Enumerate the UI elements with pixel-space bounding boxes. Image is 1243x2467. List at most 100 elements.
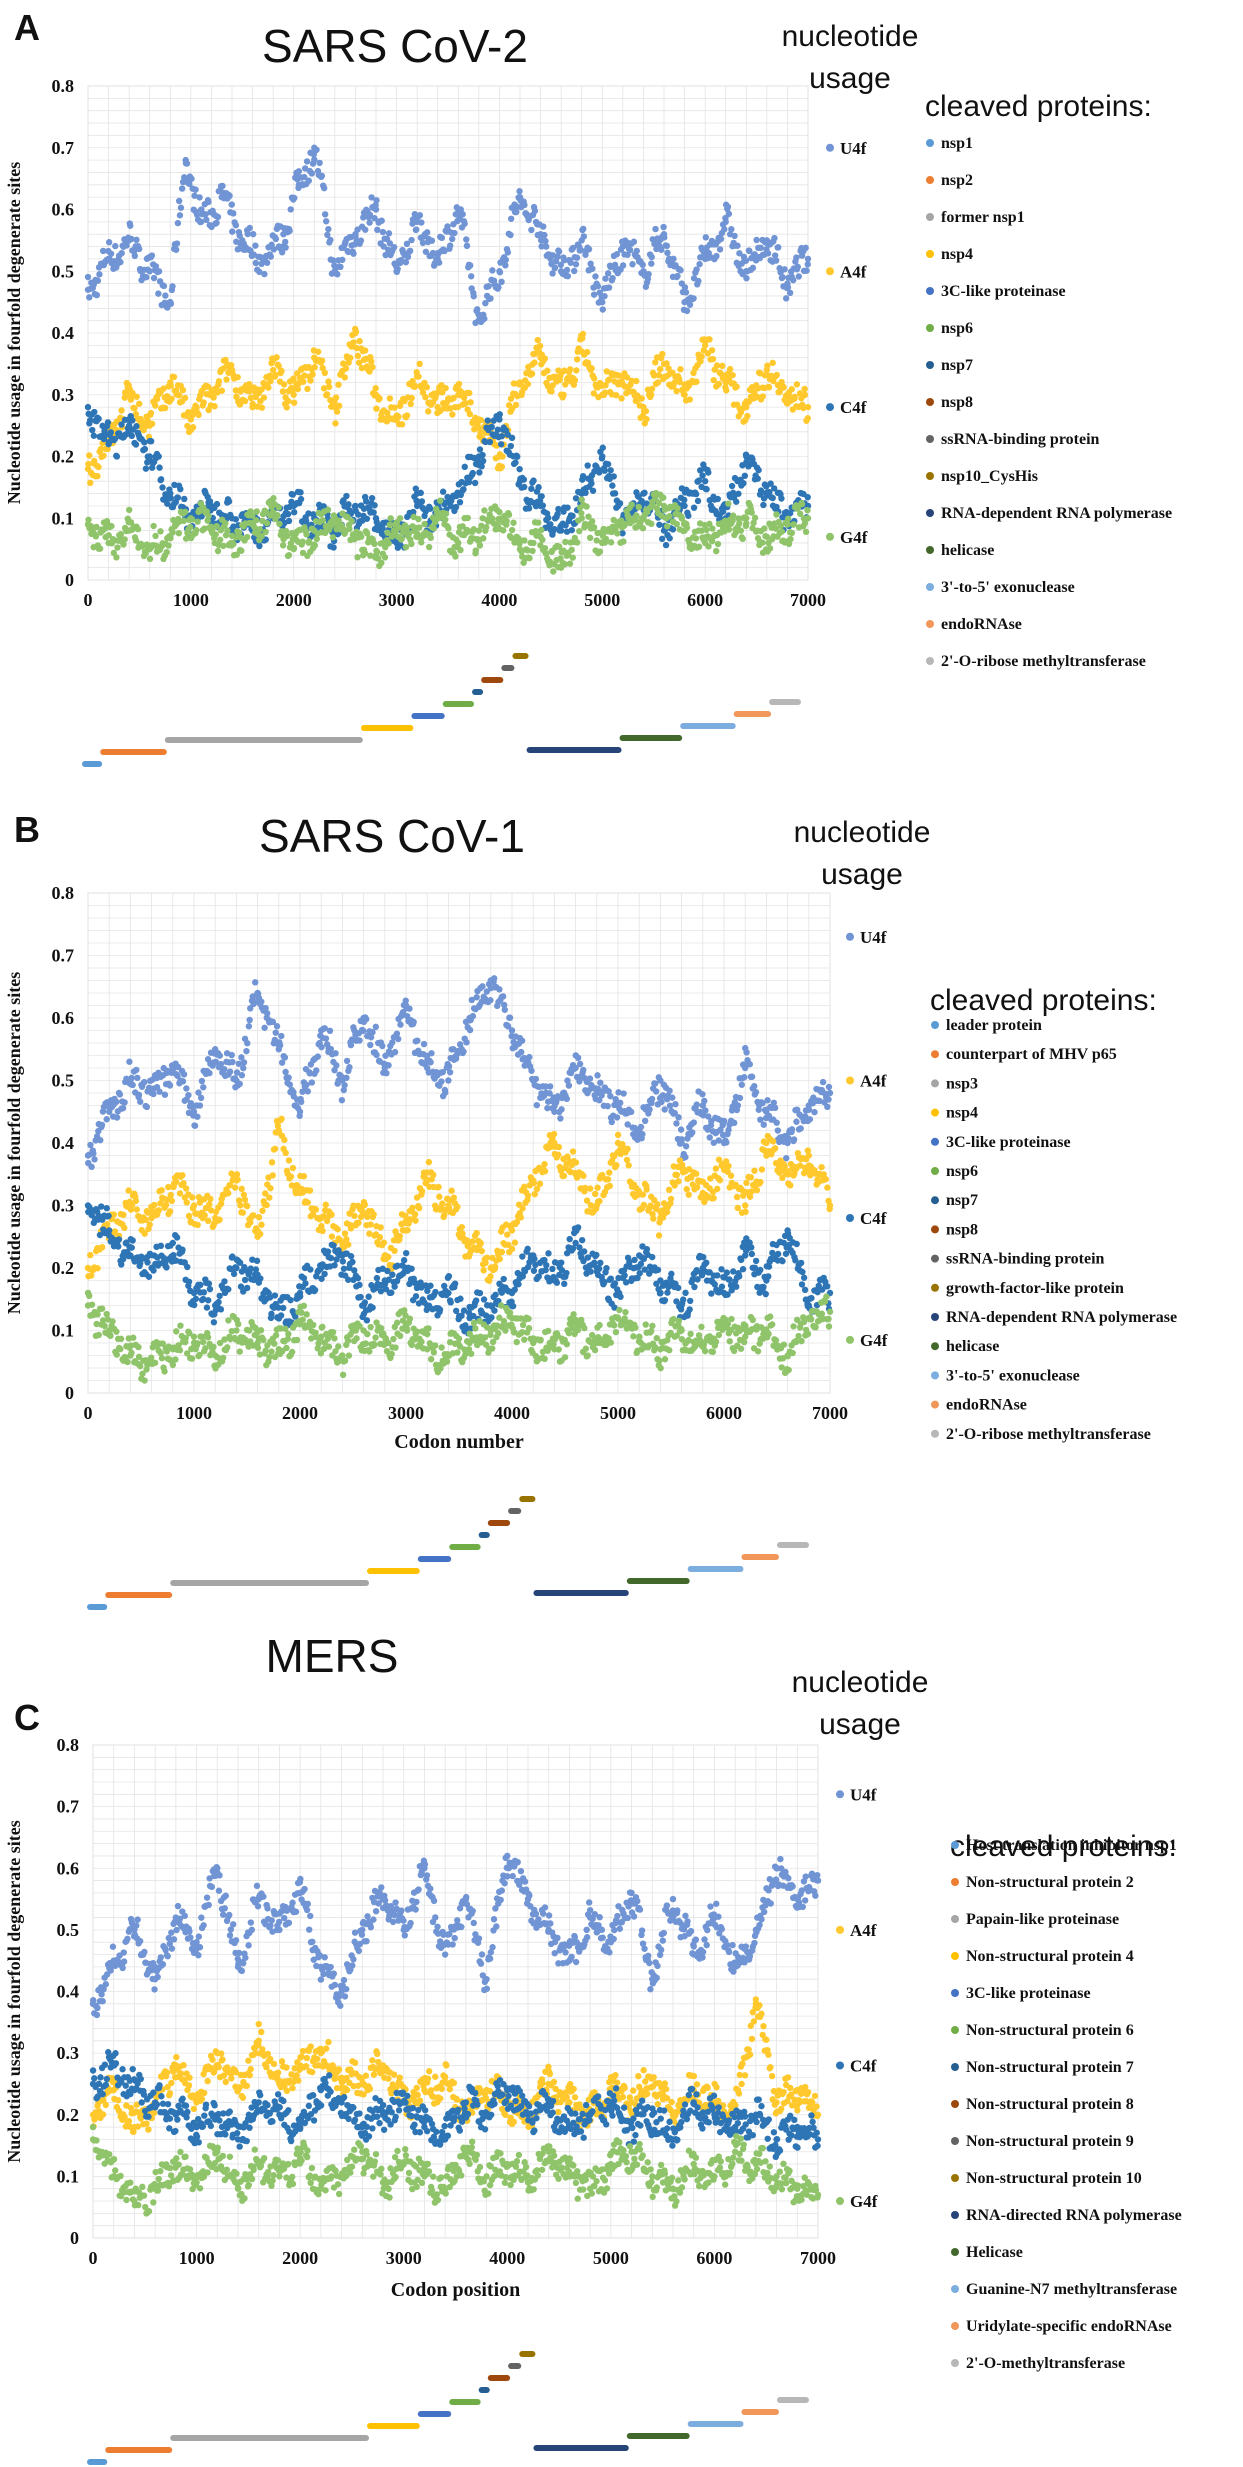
data-point	[542, 550, 550, 557]
data-point	[346, 525, 353, 533]
data-point	[422, 248, 430, 255]
data-point	[280, 381, 288, 388]
data-point	[652, 359, 659, 366]
data-point	[648, 520, 655, 528]
data-point	[167, 382, 174, 389]
data-point	[320, 385, 328, 392]
data-point	[219, 182, 226, 190]
data-point	[191, 1122, 199, 1129]
data-point	[167, 495, 175, 502]
data-point	[599, 306, 606, 313]
data-point	[391, 404, 398, 411]
data-point	[451, 229, 458, 237]
data-point	[719, 362, 726, 370]
data-point	[485, 283, 492, 290]
data-point	[236, 1080, 243, 1088]
data-point	[669, 1094, 676, 1101]
data-point	[285, 1157, 293, 1164]
data-point	[771, 1104, 779, 1112]
data-point	[352, 328, 360, 336]
data-point	[258, 998, 265, 1005]
data-point	[575, 345, 582, 352]
data-point	[416, 212, 424, 219]
data-point	[397, 1021, 404, 1028]
data-point	[442, 510, 450, 517]
data-point	[706, 336, 713, 343]
y-tick-label: 0.1	[52, 508, 75, 528]
data-point	[467, 262, 474, 269]
data-point	[549, 382, 556, 389]
data-point	[381, 554, 389, 561]
data-point	[258, 260, 265, 268]
data-point	[619, 530, 626, 537]
data-point	[586, 1185, 594, 1192]
data-point	[94, 277, 102, 284]
data-point	[480, 535, 487, 542]
data-point	[197, 1094, 205, 1102]
data-point	[232, 387, 240, 394]
data-point	[324, 231, 331, 239]
y-tick-label: 0.7	[52, 946, 75, 966]
usage-heading-line1: nucleotide	[794, 816, 931, 849]
data-point	[163, 548, 170, 556]
data-point	[637, 1123, 645, 1131]
data-point	[418, 219, 425, 226]
data-point	[510, 519, 517, 526]
y-axis-label: Nucleotide usage in fourfold degenerate …	[4, 162, 24, 504]
data-point	[275, 362, 282, 370]
data-point	[421, 520, 428, 528]
data-point	[245, 1023, 253, 1030]
data-point	[652, 225, 659, 233]
data-point	[264, 1010, 271, 1017]
data-point	[328, 1233, 336, 1240]
data-point	[395, 1035, 402, 1043]
data-point	[271, 1145, 279, 1152]
data-point	[548, 388, 555, 395]
data-point	[741, 514, 748, 521]
data-point	[508, 526, 516, 534]
chart-title: SARS CoV-2	[262, 20, 528, 72]
data-point	[321, 1270, 328, 1278]
data-point	[115, 1243, 122, 1250]
data-point	[528, 485, 535, 492]
data-point	[128, 235, 135, 243]
data-point	[195, 411, 202, 419]
data-point	[206, 1285, 214, 1293]
protein-marker	[926, 139, 934, 147]
data-point	[736, 250, 743, 257]
data-point	[491, 975, 498, 982]
data-point	[587, 260, 594, 267]
data-point	[238, 1185, 245, 1193]
data-point	[181, 508, 189, 516]
data-point	[487, 1273, 494, 1280]
data-point	[658, 535, 666, 543]
data-point	[489, 267, 496, 274]
data-point	[721, 226, 728, 233]
data-point	[733, 1193, 741, 1201]
data-point	[503, 517, 510, 525]
protein-legend-item: nsp10_CysHis	[926, 468, 1038, 485]
data-point	[252, 517, 260, 524]
data-point	[185, 1278, 193, 1285]
usage-heading-line1: nucleotide	[782, 20, 919, 53]
data-point	[428, 237, 436, 244]
data-point	[384, 529, 391, 536]
data-point	[580, 1066, 587, 1074]
data-point	[89, 426, 96, 434]
data-point	[113, 1098, 120, 1106]
data-point	[461, 463, 468, 471]
y-tick-label: 0.3	[52, 1196, 75, 1216]
protein-marker	[926, 435, 934, 443]
data-point	[714, 540, 722, 548]
data-point	[267, 253, 275, 260]
data-point	[512, 401, 520, 409]
data-point	[231, 1184, 239, 1191]
data-point	[179, 1172, 186, 1179]
data-point	[145, 1273, 153, 1280]
data-point	[406, 1005, 413, 1012]
data-point	[663, 360, 670, 367]
data-point	[241, 1196, 249, 1203]
protein-span-bars	[82, 653, 801, 767]
data-point	[203, 216, 210, 224]
data-point	[709, 525, 716, 532]
